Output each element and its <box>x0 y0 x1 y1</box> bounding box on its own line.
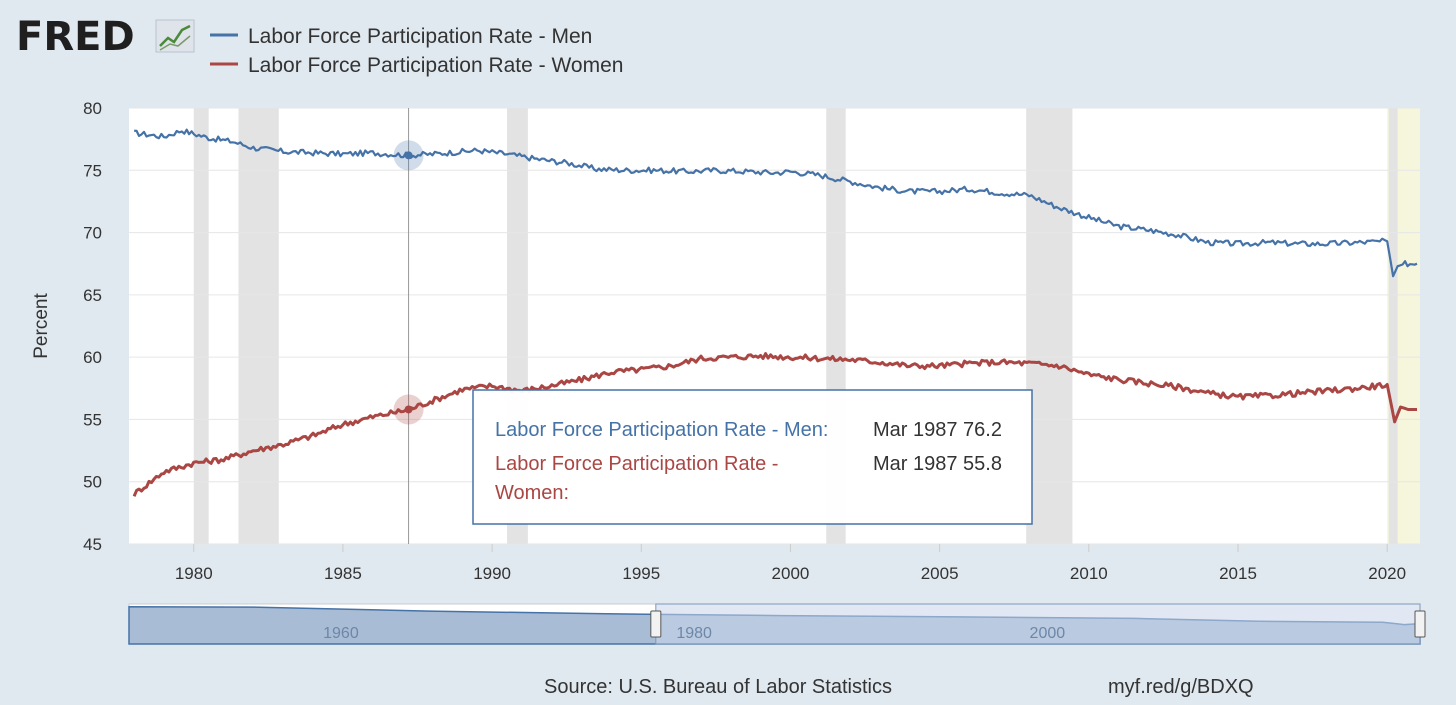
y-tick-label-45: 45 <box>83 535 102 554</box>
tooltip-value-men: Mar 1987 76.2 <box>873 419 1002 441</box>
legend-item-men[interactable]: Labor Force Participation Rate - Men <box>210 25 592 48</box>
range-navigator[interactable]: 1960 1980 2000 <box>128 603 1426 645</box>
source-text: Source: U.S. Bureau of Labor Statistics <box>544 676 892 698</box>
y-axis-label: Percent <box>31 293 52 359</box>
x-tick-label-1980: 1980 <box>175 564 213 583</box>
x-tick-label-1985: 1985 <box>324 564 362 583</box>
x-axis-ticks: 1980 1985 1990 1995 2000 2005 2010 2015 2020 <box>175 544 1406 583</box>
y-tick-label-75: 75 <box>83 161 102 180</box>
hover-markers <box>393 140 424 425</box>
y-tick-label-60: 60 <box>83 348 102 367</box>
navigator-labels: 1960 1980 2000 <box>323 625 1065 642</box>
y-tick-label-50: 50 <box>83 473 102 492</box>
tooltip-label-women-line2: Women: <box>495 482 569 504</box>
x-tick-label-1995: 1995 <box>622 564 660 583</box>
short-link[interactable]: myf.red/g/BDXQ <box>1108 676 1254 698</box>
navigator-label-1980: 1980 <box>676 625 712 642</box>
x-tick-label-2005: 2005 <box>921 564 959 583</box>
recession-bar-1 <box>238 108 279 544</box>
recession-bar-0 <box>193 108 209 544</box>
fred-logo-text: FRED <box>16 14 135 60</box>
navigator-handle-right[interactable] <box>1414 610 1426 638</box>
y-tick-label-55: 55 <box>83 410 102 429</box>
y-tick-label-65: 65 <box>83 286 102 305</box>
fred-logo[interactable]: FRED <box>16 14 195 60</box>
y-tick-label-80: 80 <box>83 99 102 118</box>
legend-label-men: Labor Force Participation Rate - Men <box>248 25 592 48</box>
tooltip: Labor Force Participation Rate - Men: Ma… <box>472 389 1033 525</box>
tooltip-label-men: Labor Force Participation Rate - Men: <box>495 419 829 441</box>
x-tick-label-2000: 2000 <box>772 564 810 583</box>
tooltip-box <box>472 389 1033 525</box>
tooltip-label-women-line1: Labor Force Participation Rate - <box>495 453 778 475</box>
x-tick-label-2020: 2020 <box>1368 564 1406 583</box>
hover-point-men <box>404 151 413 160</box>
hover-point-women <box>404 405 413 414</box>
y-tick-label-70: 70 <box>83 224 102 243</box>
navigator-label-2000: 2000 <box>1030 625 1066 642</box>
legend: Labor Force Participation Rate - Men Lab… <box>210 25 623 77</box>
legend-label-women: Labor Force Participation Rate - Women <box>248 54 623 77</box>
x-tick-label-2010: 2010 <box>1070 564 1108 583</box>
navigator-label-1960: 1960 <box>323 625 359 642</box>
series-line-women <box>132 352 1417 497</box>
navigator-handle-left[interactable] <box>650 610 662 638</box>
series-line-men <box>134 128 1418 278</box>
trend-chart-icon <box>155 19 195 53</box>
y-axis-ticks: 45 50 55 60 65 70 75 80 <box>83 99 102 554</box>
tooltip-value-women: Mar 1987 55.8 <box>873 453 1002 475</box>
series-layer <box>132 128 1418 497</box>
x-tick-label-1990: 1990 <box>473 564 511 583</box>
x-tick-label-2015: 2015 <box>1219 564 1257 583</box>
legend-item-women[interactable]: Labor Force Participation Rate - Women <box>210 54 623 77</box>
recession-bar-4 <box>1026 108 1073 544</box>
recession-bar-5 <box>1388 108 1398 544</box>
